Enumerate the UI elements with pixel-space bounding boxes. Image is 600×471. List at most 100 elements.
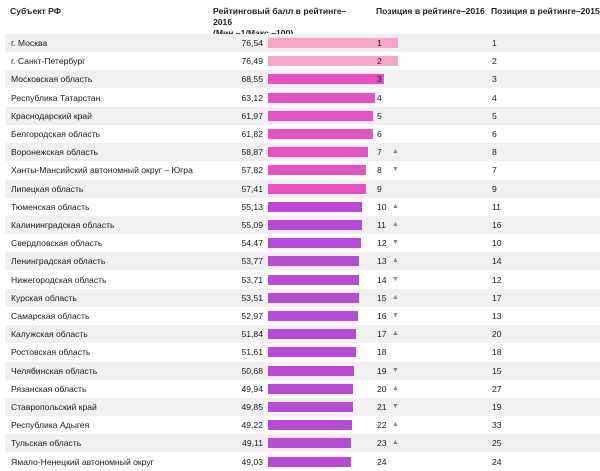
position-2016: 24 bbox=[377, 456, 387, 467]
header-score-line1: Рейтинговый балл в рейтинге–2016 bbox=[213, 6, 347, 27]
table-row: Курская область 53,51 15 ▲ 17 bbox=[5, 288, 600, 307]
position-2015: 4 bbox=[492, 92, 497, 103]
position-2016: 2 bbox=[377, 56, 382, 67]
score-label: 68,55 bbox=[241, 74, 263, 85]
score-label: 57,41 bbox=[241, 183, 263, 194]
region-name: Республика Татарстан bbox=[11, 92, 101, 103]
trend-up-icon: ▲ bbox=[392, 330, 399, 338]
score-label: 49,94 bbox=[241, 383, 263, 394]
score-bar bbox=[268, 110, 374, 121]
position-2016: 11 bbox=[377, 220, 386, 230]
trend-up-icon: ▲ bbox=[392, 421, 399, 429]
position-2015: 25 bbox=[492, 438, 502, 449]
region-name: Липецкая область bbox=[11, 183, 84, 194]
region-name: Московская область bbox=[11, 74, 93, 85]
position-2016: 8 bbox=[377, 165, 382, 176]
table-row: Калининградская область 55,09 11 ▲ 16 bbox=[5, 216, 600, 234]
score-bar bbox=[268, 311, 358, 321]
table-row: Самарская область 52,97 16 ▼ 13 bbox=[5, 307, 600, 325]
trend-up-icon: ▲ bbox=[392, 293, 399, 301]
trend-down-icon: ▼ bbox=[392, 275, 399, 283]
position-2016: 12 bbox=[377, 238, 387, 249]
table-row: Ленинградская область 53,77 13 ▲ 14 bbox=[5, 252, 600, 271]
position-2016: 6 bbox=[377, 129, 382, 139]
trend-down-icon: ▼ bbox=[392, 312, 399, 319]
score-label: 76,49 bbox=[241, 56, 263, 67]
score-bar bbox=[268, 383, 353, 394]
region-name: Воронежская область bbox=[11, 147, 99, 158]
region-name: Курская область bbox=[11, 292, 77, 303]
position-2016: 21 bbox=[377, 402, 387, 412]
region-name: Республика Адыгея bbox=[11, 420, 90, 431]
table-row: Липецкая область 57,41 9 9 bbox=[5, 179, 600, 198]
position-2016: 10 bbox=[377, 201, 387, 212]
position-2015: 24 bbox=[492, 456, 502, 467]
position-2015: 6 bbox=[492, 129, 497, 139]
score-label: 55,09 bbox=[241, 220, 263, 230]
position-2016: 15 bbox=[377, 292, 387, 303]
table-row: Ставропольский край 49,85 21 ▼ 19 bbox=[5, 398, 600, 416]
position-2015: 2 bbox=[492, 56, 497, 67]
score-bar bbox=[268, 220, 362, 230]
position-2015: 10 bbox=[492, 238, 502, 249]
header-pos2015: Позиция в рейтинге–2015 bbox=[491, 6, 600, 16]
score-bar bbox=[268, 365, 355, 376]
position-2016: 3 bbox=[377, 74, 382, 85]
header-score: Рейтинговый балл в рейтинге–2016 (Мин.–1… bbox=[213, 6, 358, 39]
score-bar bbox=[268, 147, 368, 158]
trend-down-icon: ▼ bbox=[392, 366, 399, 374]
score-bar bbox=[268, 420, 352, 431]
position-2015: 8 bbox=[492, 147, 497, 158]
score-bar bbox=[268, 183, 366, 194]
score-label: 63,12 bbox=[241, 92, 263, 103]
trend-up-icon: ▲ bbox=[392, 202, 399, 210]
trend-up-icon: ▲ bbox=[392, 384, 399, 392]
score-bar bbox=[268, 256, 360, 267]
region-name: Ямало-Ненецкий автономный округ bbox=[11, 456, 154, 467]
region-name: Челябинская область bbox=[11, 365, 98, 376]
table-row: Воронежская область 58,87 7 ▲ 8 bbox=[5, 143, 600, 162]
position-2015: 12 bbox=[492, 274, 502, 285]
table-row: Краснодарский край 61,97 5 5 bbox=[5, 106, 600, 125]
region-name: Белгородская область bbox=[11, 129, 101, 139]
region-name: Нижегородская область bbox=[11, 274, 107, 285]
score-bar bbox=[268, 292, 359, 303]
score-bar bbox=[268, 238, 361, 249]
position-2015: 17 bbox=[492, 292, 502, 303]
score-label: 58,87 bbox=[241, 147, 263, 158]
score-bar bbox=[268, 438, 352, 449]
table-row: Челябинская область 50,68 19 ▼ 15 bbox=[5, 361, 600, 380]
position-2016: 14 bbox=[377, 274, 387, 285]
position-2015: 14 bbox=[492, 256, 502, 267]
position-2015: 27 bbox=[492, 383, 502, 394]
region-name: Ленинградская область bbox=[11, 256, 106, 267]
position-2015: 20 bbox=[492, 329, 502, 340]
position-2015: 15 bbox=[492, 365, 502, 376]
score-label: 53,77 bbox=[241, 256, 263, 267]
score-bar bbox=[268, 38, 398, 48]
table-row: Свердловская область 54,47 12 ▼ 10 bbox=[5, 234, 600, 252]
score-bar bbox=[268, 329, 356, 340]
score-bar bbox=[268, 347, 356, 358]
header-score-line2: (Мин.–1/Макс.–100) bbox=[213, 28, 294, 38]
score-label: 52,97 bbox=[241, 311, 263, 321]
table-row: Республика Адыгея 49,22 22 ▲ 33 bbox=[5, 416, 600, 434]
score-label: 55,13 bbox=[241, 201, 263, 212]
trend-down-icon: ▼ bbox=[392, 166, 399, 174]
position-2016: 23 bbox=[377, 438, 387, 449]
position-2016: 16 bbox=[377, 311, 387, 321]
table-row: г. Санкт-Петербург 76,49 2 2 bbox=[5, 52, 600, 70]
score-bar bbox=[268, 201, 362, 212]
position-2015: 5 bbox=[492, 110, 497, 121]
score-label: 50,68 bbox=[241, 365, 263, 376]
position-2016: 22 bbox=[377, 420, 387, 431]
position-2015: 13 bbox=[492, 311, 502, 321]
score-bar bbox=[268, 274, 360, 285]
region-name: Калининградская область bbox=[11, 220, 115, 230]
position-2015: 19 bbox=[492, 402, 502, 412]
table-row: Ростовская область 51,61 18 18 bbox=[5, 343, 600, 361]
position-2016: 19 bbox=[377, 365, 387, 376]
position-2016: 4 bbox=[377, 92, 382, 103]
position-2015: 3 bbox=[492, 74, 497, 85]
